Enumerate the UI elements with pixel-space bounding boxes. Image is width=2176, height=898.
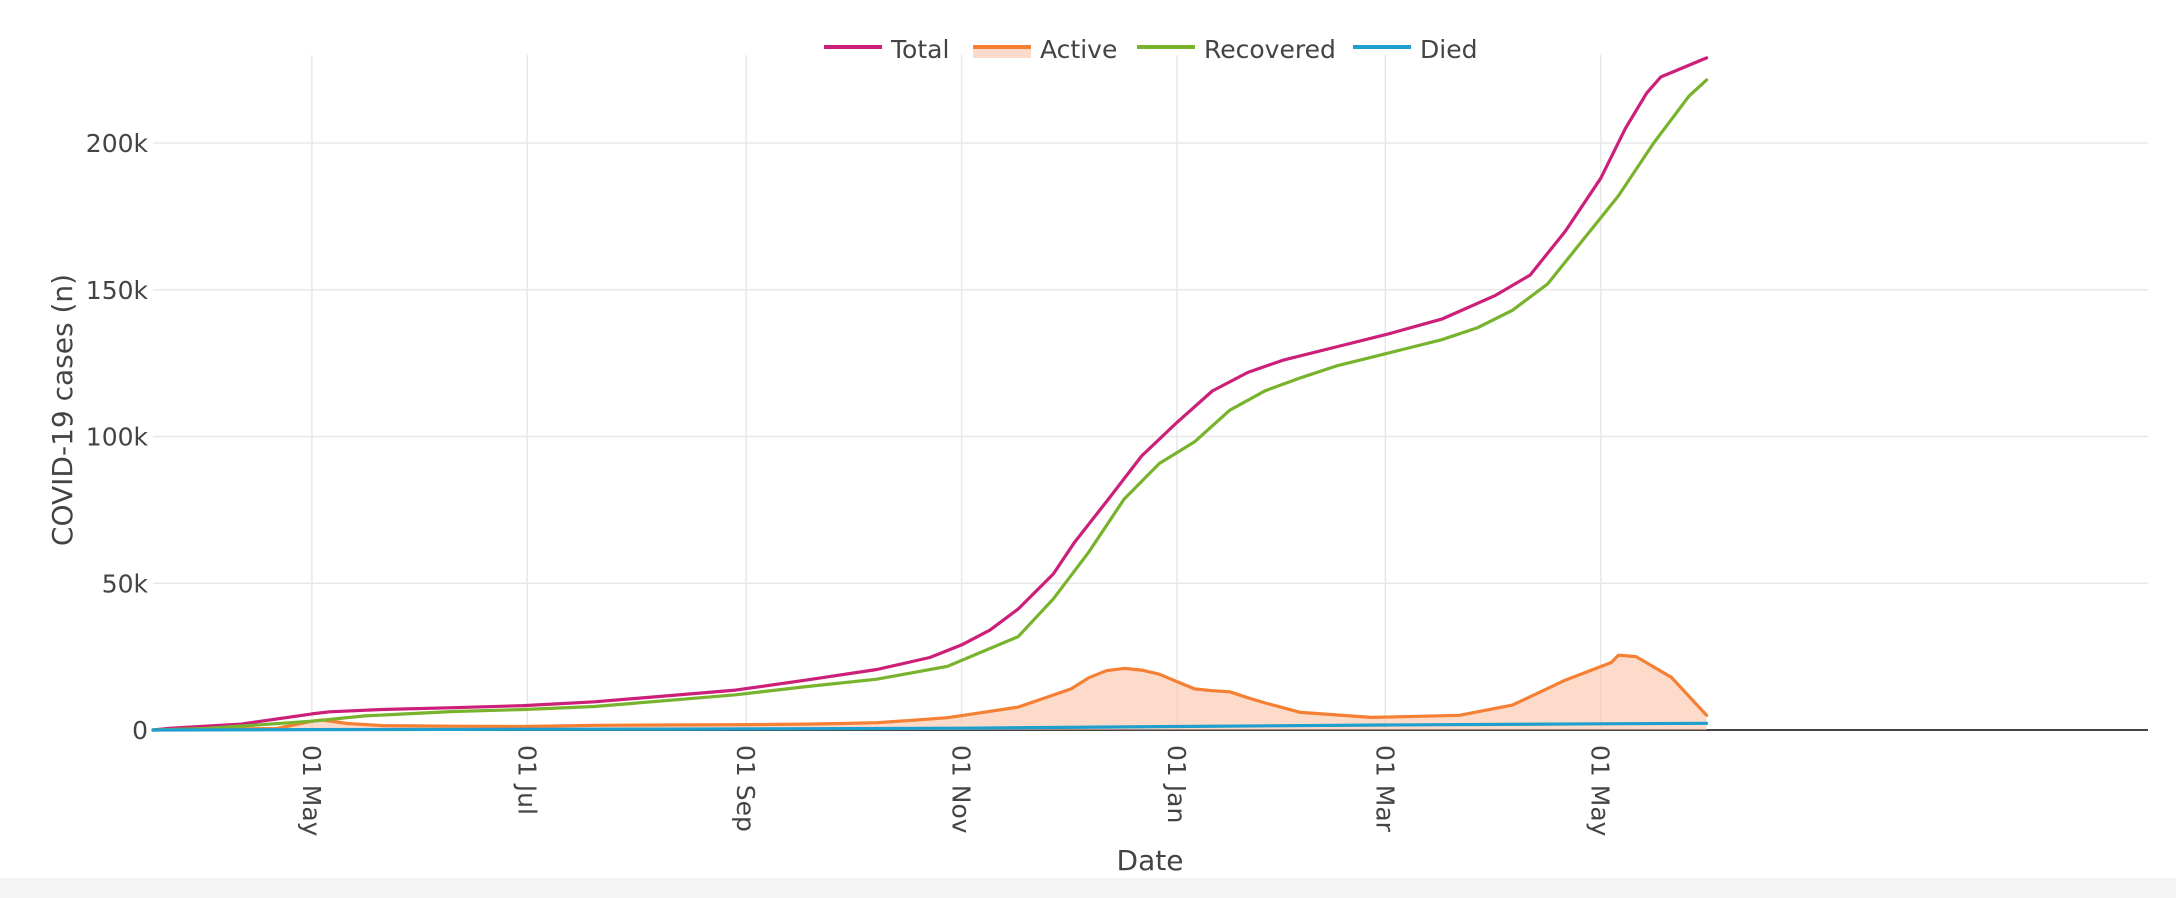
legend[interactable]: Total Active Recovered Died (824, 35, 1477, 64)
y-tick-label: 200k (86, 129, 149, 158)
died-line (151, 721, 1709, 732)
x-tick-label: 01 May (297, 745, 326, 837)
x-tick-label: 01 Jan (1162, 745, 1191, 823)
legend-item-died[interactable]: Died (1353, 35, 1477, 64)
x-tick-label: 01 Jul (512, 745, 541, 815)
recovered-line (151, 78, 1709, 732)
y-axis-title: COVID-19 cases (n) (46, 274, 79, 546)
legend-label-recovered: Recovered (1204, 35, 1336, 64)
total-line (151, 56, 1709, 732)
legend-item-active[interactable]: Active (973, 35, 1117, 64)
y-tick-label: 50k (102, 569, 149, 598)
footer-strip (0, 878, 2176, 898)
x-tick-label: 01 May (1586, 745, 1615, 837)
y-tick-label: 0 (132, 716, 148, 745)
y-tick-labels: 0 50k 100k 150k 200k (86, 129, 149, 745)
legend-label-active: Active (1040, 35, 1117, 64)
gridlines (153, 55, 2148, 730)
x-tick-label: 01 Nov (947, 745, 976, 834)
x-tick-label: 01 Mar (1370, 745, 1399, 833)
legend-label-total: Total (890, 35, 949, 64)
legend-item-recovered[interactable]: Recovered (1137, 35, 1336, 64)
x-tick-label: 01 Sep (731, 745, 760, 832)
y-tick-label: 100k (86, 423, 149, 452)
legend-label-died: Died (1420, 35, 1477, 64)
active-line (151, 653, 1709, 732)
legend-item-total[interactable]: Total (824, 35, 949, 64)
x-tick-labels: 01 May 01 Jul 01 Sep 01 Nov 01 Jan 01 Mar 01 M… (297, 745, 1615, 837)
series-lines (151, 56, 1709, 732)
x-axis-title: Date (1117, 844, 1184, 877)
y-tick-label: 150k (86, 276, 149, 305)
